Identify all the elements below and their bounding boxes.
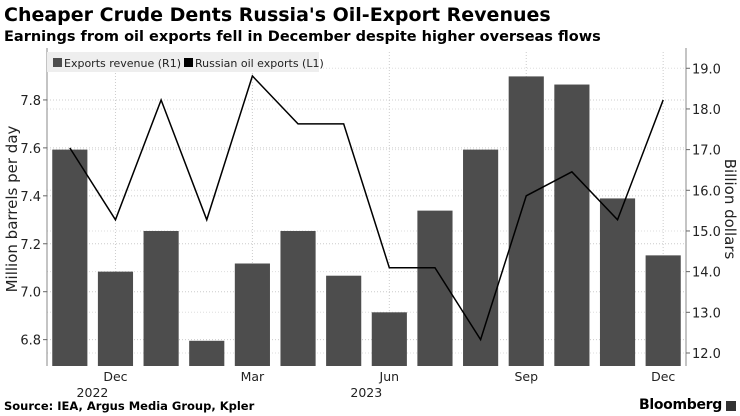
series-line — [69, 74, 664, 342]
x-tick-label: Jun — [379, 369, 400, 384]
left-tick-label: 6.8 — [20, 334, 41, 349]
bar — [554, 84, 590, 367]
bloomberg-chart-icon — [726, 401, 736, 411]
bar — [599, 198, 636, 366]
right-tick-label: 12.0 — [692, 347, 721, 362]
right-tick-label: 15.0 — [692, 225, 721, 240]
left-axis-title: Million barrels per day — [3, 125, 21, 292]
legend-label: Russian oil exports (L1) — [195, 57, 324, 70]
right-tick-label: 19.0 — [692, 62, 721, 77]
left-tick-label: 7.8 — [20, 94, 41, 109]
bar — [52, 149, 88, 366]
left-tick-label: 7.4 — [20, 190, 41, 205]
chart-title: Cheaper Crude Dents Russia's Oil-Export … — [4, 4, 551, 26]
bar — [417, 210, 453, 366]
legend-box — [47, 52, 319, 72]
bar — [189, 340, 225, 366]
bar — [97, 271, 134, 366]
right-tick-label: 14.0 — [692, 266, 721, 281]
bloomberg-logo: Bloomberg — [638, 397, 722, 413]
legend-label: Exports revenue (R1) — [64, 57, 181, 70]
legend-swatch-line — [184, 58, 193, 67]
bar — [326, 275, 362, 366]
left-tick-label: 7.0 — [20, 286, 41, 301]
bar — [508, 76, 544, 366]
bar — [645, 255, 681, 366]
bar — [234, 263, 270, 366]
left-tick-label: 7.2 — [20, 238, 41, 253]
chart-subtitle: Earnings from oil exports fell in Decemb… — [4, 29, 601, 45]
source-note: Source: IEA, Argus Media Group, Kpler — [4, 399, 255, 413]
right-tick-label: 13.0 — [692, 306, 721, 321]
bar — [463, 149, 499, 366]
legend-swatch-bar — [53, 58, 62, 67]
x-tick-label: Dec — [103, 369, 127, 384]
x-tick-label: Sep — [514, 369, 538, 384]
left-tick-label: 7.6 — [20, 142, 41, 157]
x-year-label: 2023 — [350, 385, 382, 400]
bar — [143, 230, 179, 366]
x-tick-label: Mar — [241, 369, 265, 384]
right-axis-title: Billion dollars — [721, 159, 739, 260]
x-tick-label: Dec — [651, 369, 675, 384]
right-tick-label: 16.0 — [692, 184, 721, 199]
right-tick-label: 17.0 — [692, 144, 721, 159]
right-tick-label: 18.0 — [692, 103, 721, 118]
x-year-label: 2022 — [77, 385, 109, 400]
bar — [371, 312, 407, 366]
bar — [280, 230, 316, 366]
